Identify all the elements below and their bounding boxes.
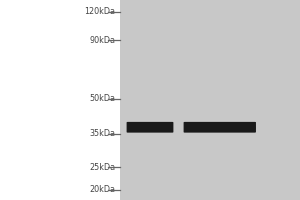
- Text: 25kDa: 25kDa: [89, 163, 116, 172]
- Text: 90kDa: 90kDa: [89, 36, 116, 45]
- Text: 50kDa: 50kDa: [89, 94, 116, 103]
- FancyBboxPatch shape: [127, 122, 173, 133]
- Text: 35kDa: 35kDa: [89, 129, 116, 138]
- FancyBboxPatch shape: [184, 122, 256, 133]
- Text: 120kDa: 120kDa: [85, 7, 116, 16]
- Text: 20kDa: 20kDa: [89, 185, 116, 194]
- Bar: [120, 0, 300, 200]
